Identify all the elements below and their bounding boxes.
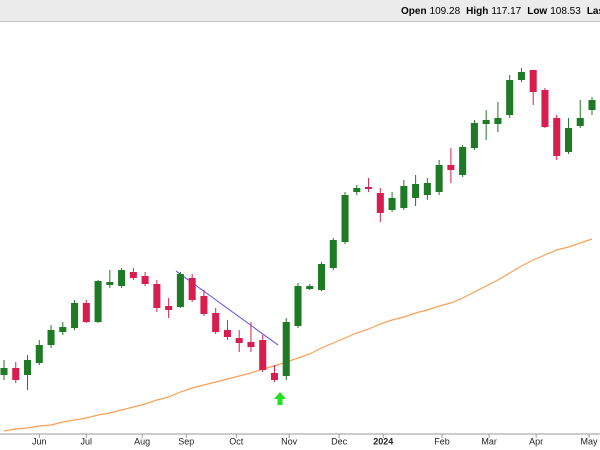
quote-value: 109.28	[429, 6, 461, 17]
quote-value: 108.53	[550, 6, 581, 17]
candle-body	[341, 195, 349, 242]
candle-body	[12, 368, 20, 380]
moving-average	[3, 238, 593, 432]
candle-body	[270, 373, 279, 380]
x-tick-label: Oct	[229, 436, 244, 446]
candle-body	[235, 338, 243, 343]
x-tick-label: Dec	[331, 436, 348, 446]
candle-body	[141, 276, 149, 284]
candle-body	[529, 70, 537, 92]
x-tick-label: Jun	[32, 436, 47, 446]
candle-body	[412, 184, 420, 198]
candle-body	[564, 128, 573, 152]
candle-body	[282, 322, 290, 376]
candle-body	[506, 80, 514, 115]
candle-body	[494, 118, 502, 124]
x-tick-label: Apr	[529, 436, 543, 446]
candle-body	[365, 187, 373, 189]
candle-body	[317, 264, 326, 290]
candle-body	[35, 345, 43, 363]
candle-body	[553, 118, 561, 156]
candle-body	[306, 286, 314, 289]
candle-body	[0, 368, 8, 375]
quote-label: Open	[401, 6, 427, 17]
candle-body	[329, 240, 337, 268]
candle-body	[576, 118, 584, 126]
candle-body	[388, 198, 396, 210]
candle-body	[176, 274, 184, 307]
candle-body	[188, 278, 196, 300]
candle-body	[153, 284, 161, 308]
candle-body	[23, 360, 32, 375]
candle-body	[212, 313, 220, 332]
x-tick-label: Mar	[481, 436, 497, 446]
candle-body	[59, 327, 67, 332]
candle-body	[294, 286, 302, 326]
candle-body	[223, 330, 231, 337]
x-tick-label: May	[581, 436, 599, 446]
x-tick-label: Feb	[434, 436, 450, 446]
x-tick-label: Jul	[81, 436, 93, 446]
candle-body	[435, 165, 443, 192]
quote-label: Low	[527, 6, 548, 17]
candle-body	[247, 342, 255, 347]
candle-body	[200, 296, 208, 314]
candle-body	[459, 147, 467, 175]
candle-body	[259, 340, 267, 370]
candle-body	[376, 193, 384, 213]
candle-body	[470, 123, 478, 148]
candle-body	[353, 188, 361, 192]
quote-label: High	[466, 6, 489, 17]
candle-body	[541, 90, 549, 127]
candle-body	[71, 303, 79, 328]
candle-body	[517, 72, 525, 80]
candle-body	[482, 120, 490, 124]
candle-body	[94, 281, 102, 322]
candle-body	[447, 165, 455, 170]
candle-body	[400, 186, 408, 208]
candle-body	[423, 183, 431, 195]
candle-body	[82, 303, 90, 322]
candle-body	[118, 270, 126, 286]
candle-body	[588, 100, 596, 110]
x-tick-label: 2024	[373, 436, 393, 446]
candle-body	[106, 282, 114, 285]
buy-arrow	[274, 392, 286, 405]
candle-body	[165, 306, 173, 310]
quote-value: 117.17	[491, 6, 522, 17]
quote-label: Last	[586, 6, 600, 17]
candle-body	[47, 330, 55, 345]
x-tick-label: Sep	[178, 436, 194, 446]
x-tick-label: Aug	[134, 436, 150, 446]
x-tick-label: Nov	[281, 436, 298, 446]
candle-body	[129, 272, 137, 278]
